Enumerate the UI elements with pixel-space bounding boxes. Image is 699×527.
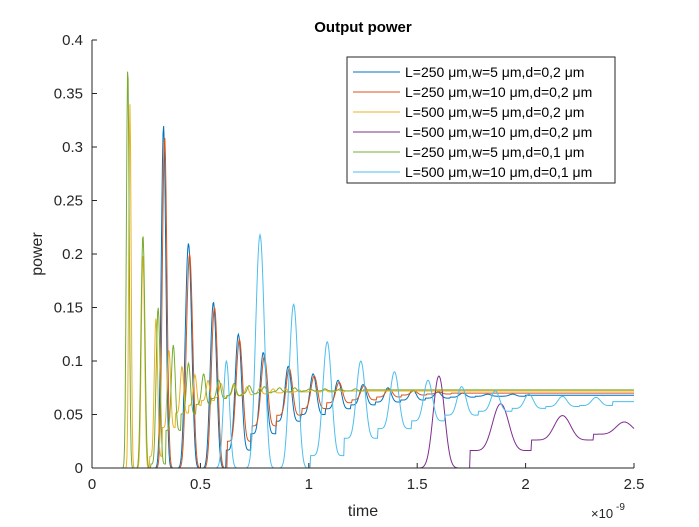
y-tick-label: 0.05 [54, 407, 83, 424]
x-tick-label: 0 [88, 476, 96, 493]
legend-entry-label: L=250 μm,w=5 μm,d=0,1 μm [405, 144, 584, 160]
y-tick-label: 0.35 [54, 86, 83, 103]
legend-box [346, 56, 616, 184]
y-tick-label: 0.2 [62, 246, 83, 263]
x-axis-label: time [348, 503, 378, 520]
ticks-layer: 0 0.5 1 1.5 2 2.5 0 0.05 0.1 0.15 0.2 0.25 0.3 0.35 0.… [54, 32, 645, 493]
y-tick-label: 0.3 [62, 139, 83, 156]
x-tick-label: 1 [305, 476, 313, 493]
x-exponent-label: ×10 -9 [591, 502, 625, 521]
y-axis-label: power [29, 232, 46, 276]
x-tick-label: 0.5 [190, 476, 211, 493]
x-tick-label: 2 [521, 476, 529, 493]
series-line-2 [92, 138, 634, 469]
series-line-1 [92, 126, 634, 469]
x-tick-label: 1.5 [407, 476, 428, 493]
legend: L=250 μm,w=5 μm,d=0,2 μm L=250 μm,w=10 μm… [346, 56, 616, 184]
legend-entry-label: L=500 μm,w=5 μm,d=0,2 μm [405, 104, 584, 120]
y-tick-label: 0.1 [62, 353, 83, 370]
y-tick-label: 0 [75, 460, 83, 477]
legend-entry-label: L=250 μm,w=5 μm,d=0,2 μm [405, 64, 584, 80]
x-exponent-base: ×10 [591, 506, 613, 521]
legend-entry-label: L=500 μm,w=10 μm,d=0,1 μm [405, 164, 592, 180]
legend-entry-label: L=250 μm,w=10 μm,d=0,2 μm [405, 84, 592, 100]
legend-entry-label: L=500 μm,w=10 μm,d=0,2 μm [405, 124, 592, 140]
x-tick-label: 2.5 [624, 476, 645, 493]
x-exponent-power: -9 [616, 502, 625, 513]
y-tick-label: 0.4 [62, 32, 83, 49]
y-tick-label: 0.25 [54, 193, 83, 210]
series-line-5 [92, 71, 634, 469]
chart-title: Output power [314, 19, 412, 36]
y-tick-label: 0.15 [54, 300, 83, 317]
